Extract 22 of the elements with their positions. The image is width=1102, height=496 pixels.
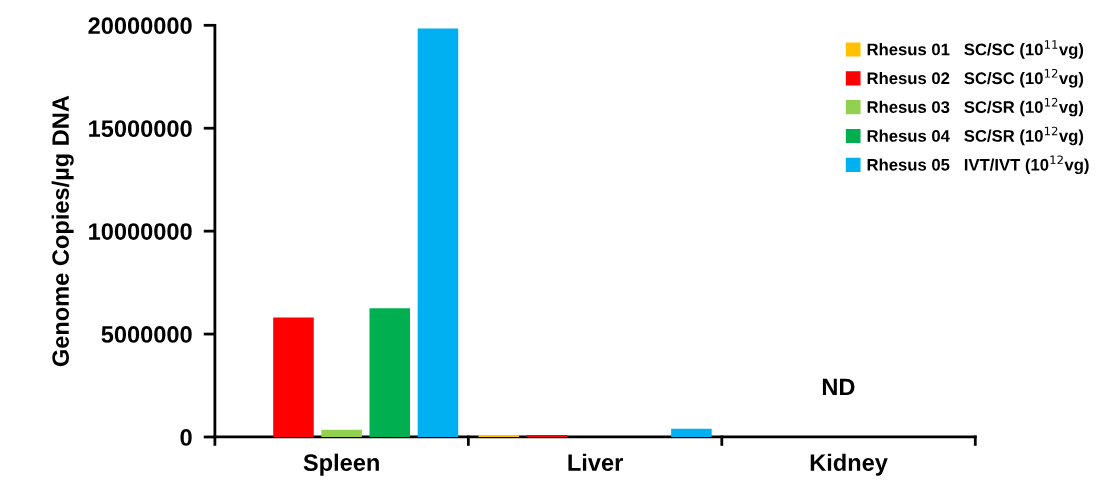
y-tick-label: 5000000 xyxy=(101,326,192,343)
bar xyxy=(478,434,520,437)
bar xyxy=(526,434,568,437)
legend-label: Rhesus 01 SC/SC (10$^{11}$vg) xyxy=(867,40,1084,59)
y-tick-label: 15000000 xyxy=(89,120,192,137)
y-tick-label: 20000000 xyxy=(88,17,192,35)
y-tick-label: 0 xyxy=(180,429,192,446)
annotation: ND xyxy=(822,378,855,396)
bar xyxy=(273,317,314,437)
legend-label: Rhesus 03 SC/SR (10$^{12}$vg) xyxy=(867,97,1084,117)
legend-label: Rhesus 02 SC/SC (10$^{12}$vg) xyxy=(867,68,1084,88)
bar xyxy=(369,308,411,437)
bar xyxy=(671,428,712,437)
y-axis-title: Genome Copies/µg DNA xyxy=(51,95,74,367)
bar xyxy=(321,429,362,437)
legend-label: Rhesus 04 SC/SR (10$^{12}$vg) xyxy=(867,126,1084,146)
x-tick-label: Kidney xyxy=(810,453,888,476)
legend-label: Rhesus 05 IVT/IVT (10$^{12}$vg) xyxy=(867,155,1089,175)
y-tick-label: 10000000 xyxy=(89,223,192,240)
x-tick-label: Liver xyxy=(568,453,623,471)
bar xyxy=(417,28,459,437)
x-tick-label: Spleen xyxy=(303,453,379,476)
